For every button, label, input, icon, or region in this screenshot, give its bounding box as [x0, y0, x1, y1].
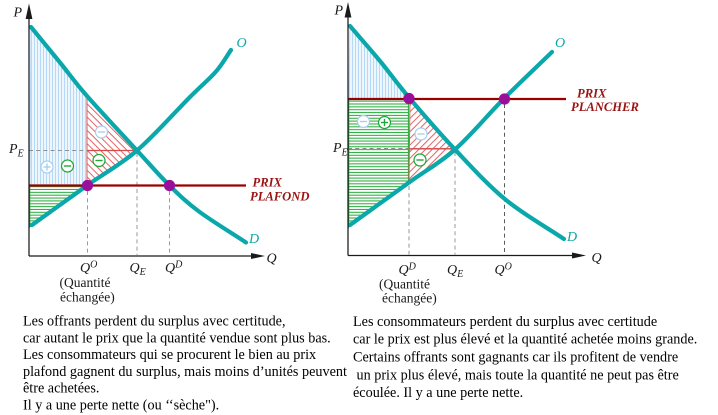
svg-text:(Quantité: (Quantité	[379, 277, 430, 292]
svg-text:un prix plus élevé, mais toute: un prix plus élevé, mais toute la quanti…	[357, 367, 679, 383]
svg-text:PRIX: PRIX	[577, 87, 607, 101]
svg-text:O: O	[237, 36, 247, 51]
svg-text:Q: Q	[267, 252, 277, 267]
svg-text:PLAFOND: PLAFOND	[250, 190, 309, 204]
svg-text:Q: Q	[592, 251, 602, 266]
svg-text:D: D	[248, 232, 259, 247]
svg-text:échangée): échangée)	[60, 290, 115, 305]
svg-text:écoulée. Il y a une perte nett: écoulée. Il y a une perte nette.	[353, 385, 523, 401]
svg-text:Il y a une perte nette (ou ‘‘s: Il y a une perte nette (ou ‘‘sèche").	[23, 397, 219, 413]
svg-text:P: P	[334, 4, 344, 19]
svg-text:D: D	[566, 230, 577, 245]
svg-text:car autant le prix que la quan: car autant le prix que la quantité vendu…	[23, 330, 331, 346]
svg-text:P: P	[13, 6, 23, 21]
svg-text:(Quantité: (Quantité	[60, 275, 111, 290]
svg-text:O: O	[555, 36, 565, 51]
svg-text:car le prix est plus élevé et: car le prix est plus élevé et la quantit…	[353, 332, 697, 348]
svg-text:être achetées.: être achetées.	[23, 381, 99, 397]
svg-text:Les consommateurs perdent du s: Les consommateurs perdent du surplus ave…	[353, 314, 657, 330]
svg-text:échangée): échangée)	[382, 291, 437, 306]
svg-text:PLANCHER: PLANCHER	[571, 100, 639, 114]
svg-text:Les consommateurs qui se procu: Les consommateurs qui se procurent le bi…	[23, 347, 316, 363]
svg-text:Les offrants perdent du surplu: Les offrants perdent du surplus avec cer…	[23, 314, 286, 330]
svg-text:plafond gagnent du surplus, ma: plafond gagnent du surplus, mais moins d…	[23, 364, 347, 380]
svg-text:Certains offrants sont gagnant: Certains offrants sont gagnants car ils …	[353, 350, 678, 366]
svg-text:PRIX: PRIX	[253, 176, 283, 190]
